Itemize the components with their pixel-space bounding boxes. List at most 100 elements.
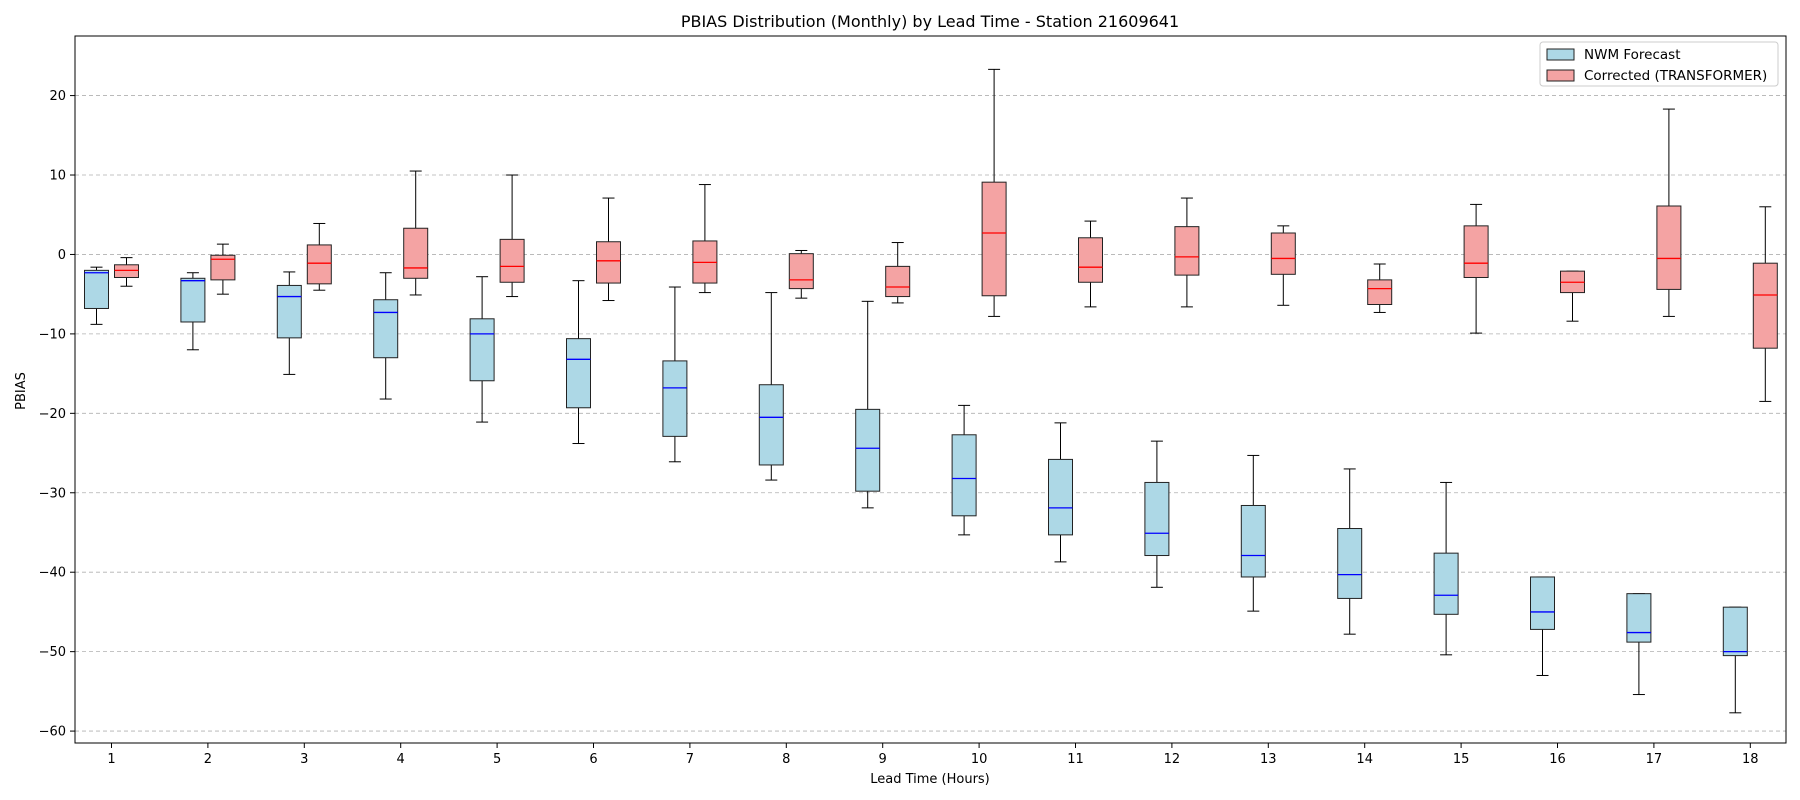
x-tick-label: 5 <box>493 752 501 767</box>
nwm-iqr-box <box>1433 552 1459 615</box>
corrected-iqr-box <box>596 241 621 284</box>
gridlines <box>75 95 1786 732</box>
x-tick-label: 9 <box>879 752 887 767</box>
y-tick-label: −60 <box>39 725 66 740</box>
nwm-box-18 <box>1722 606 1748 714</box>
legend-label: NWM Forecast <box>1584 47 1681 63</box>
x-tick-label: 1 <box>107 752 115 767</box>
x-tick-label: 17 <box>1646 752 1663 767</box>
corrected-box-12 <box>1174 197 1200 308</box>
nwm-iqr-box <box>469 318 495 382</box>
nwm-iqr-box <box>662 360 688 437</box>
x-tick-label: 16 <box>1549 752 1566 767</box>
y-tick-label: 0 <box>58 248 66 263</box>
nwm-iqr-box <box>1722 606 1748 657</box>
corrected-box-11 <box>1078 220 1103 308</box>
nwm-box-4 <box>373 272 399 400</box>
corrected-box-10 <box>981 68 1007 317</box>
nwm-box-3 <box>276 271 302 375</box>
nwm-box-16 <box>1530 576 1555 676</box>
nwm-box-7 <box>662 286 688 463</box>
corrected-box-3 <box>306 222 332 291</box>
legend-swatch <box>1546 48 1575 61</box>
x-tick-label: 6 <box>589 752 597 767</box>
corrected-iqr-box <box>1367 279 1393 306</box>
corrected-box-9 <box>885 242 911 304</box>
nwm-iqr-box <box>566 338 591 409</box>
corrected-iqr-box <box>1078 237 1103 283</box>
nwm-box-13 <box>1240 454 1266 612</box>
corrected-box-15 <box>1463 203 1489 334</box>
plot-marks <box>84 68 1778 714</box>
corrected-box-13 <box>1270 225 1296 306</box>
corrected-iqr-box <box>114 264 139 278</box>
nwm-iqr-box <box>1048 458 1073 536</box>
x-tick-label: 12 <box>1164 752 1181 767</box>
y-tick-label: −30 <box>39 486 66 501</box>
corrected-iqr-box <box>306 244 332 285</box>
x-tick-label: 4 <box>397 752 405 767</box>
x-tick-label: 14 <box>1356 752 1373 767</box>
corrected-iqr-box <box>1174 226 1200 276</box>
legend: NWM Forecast Corrected (TRANSFORMER) <box>1539 41 1779 87</box>
nwm-iqr-box <box>758 384 784 466</box>
x-tick-label: 11 <box>1067 752 1084 767</box>
y-tick-label: −50 <box>39 645 66 660</box>
x-tick-label: 2 <box>204 752 212 767</box>
corrected-box-17 <box>1656 108 1682 317</box>
nwm-box-15 <box>1433 481 1459 656</box>
nwm-box-6 <box>566 280 591 445</box>
corrected-box-1 <box>114 257 139 287</box>
y-tick-label: −10 <box>39 327 66 342</box>
plot-frame <box>74 35 1787 744</box>
nwm-iqr-box <box>276 284 302 339</box>
nwm-iqr-box <box>855 408 881 492</box>
y-tick-label: 20 <box>49 89 66 104</box>
corrected-box-4 <box>403 170 429 296</box>
nwm-box-17 <box>1626 593 1652 696</box>
corrected-box-18 <box>1752 206 1778 402</box>
corrected-iqr-box <box>1656 205 1682 290</box>
corrected-iqr-box <box>981 181 1007 297</box>
nwm-box-2 <box>180 272 206 351</box>
nwm-iqr-box <box>1626 593 1652 643</box>
corrected-iqr-box <box>499 238 525 283</box>
corrected-iqr-box <box>885 265 911 298</box>
y-axis-title: PBIAS <box>14 372 29 410</box>
y-tick-label: −20 <box>39 407 66 422</box>
nwm-box-11 <box>1048 422 1073 563</box>
nwm-iqr-box <box>1530 576 1555 630</box>
corrected-iqr-box <box>1270 232 1296 275</box>
nwm-box-9 <box>855 300 881 509</box>
legend-label: Corrected (TRANSFORMER) <box>1584 68 1767 84</box>
x-tick-label: 18 <box>1742 752 1759 767</box>
corrected-box-14 <box>1367 263 1393 313</box>
nwm-iqr-box <box>180 277 206 323</box>
nwm-iqr-box <box>1144 481 1170 557</box>
nwm-iqr-box <box>951 434 977 517</box>
nwm-iqr-box <box>1337 528 1363 599</box>
nwm-box-12 <box>1144 440 1170 588</box>
corrected-iqr-box <box>1752 262 1778 349</box>
nwm-iqr-box <box>84 269 109 309</box>
corrected-box-5 <box>499 174 525 298</box>
x-tick-label: 15 <box>1453 752 1470 767</box>
x-tick-label: 8 <box>782 752 790 767</box>
corrected-box-7 <box>692 184 718 294</box>
nwm-box-8 <box>758 292 784 481</box>
corrected-iqr-box <box>1463 225 1489 278</box>
corrected-iqr-box <box>403 227 429 279</box>
x-tick-label: 10 <box>971 752 988 767</box>
chart-title: PBIAS Distribution (Monthly) by Lead Tim… <box>681 12 1179 31</box>
nwm-box-14 <box>1337 468 1363 635</box>
y-tick-label: −40 <box>39 566 66 581</box>
nwm-box-5 <box>469 276 495 423</box>
x-tick-label: 7 <box>686 752 694 767</box>
x-axis-title: Lead Time (Hours) <box>870 772 990 787</box>
corrected-box-6 <box>596 197 621 302</box>
legend-frame <box>1539 41 1779 87</box>
corrected-box-2 <box>210 243 236 295</box>
